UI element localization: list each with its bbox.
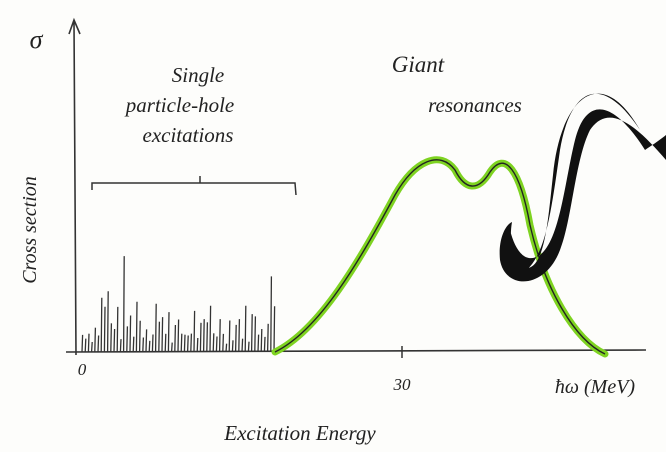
y-axis — [68, 17, 81, 356]
x-axis — [65, 349, 647, 353]
region-label: Giant — [392, 52, 445, 77]
tick-label: 30 — [393, 375, 412, 394]
region-label: particle-hole — [124, 93, 234, 117]
x-title: Excitation Energy — [223, 421, 376, 445]
region-label: Single — [172, 63, 225, 87]
tick-label: 0 — [78, 360, 87, 379]
decoration — [499, 93, 666, 282]
bracket — [91, 176, 297, 196]
y-label: Cross section — [19, 176, 41, 284]
region-label: resonances — [428, 93, 522, 117]
x-label: ħω (MeV) — [555, 376, 636, 398]
spectrum-spikes — [81, 256, 276, 353]
region-label: excitations — [143, 123, 234, 147]
y-symbol: σ — [30, 25, 44, 54]
